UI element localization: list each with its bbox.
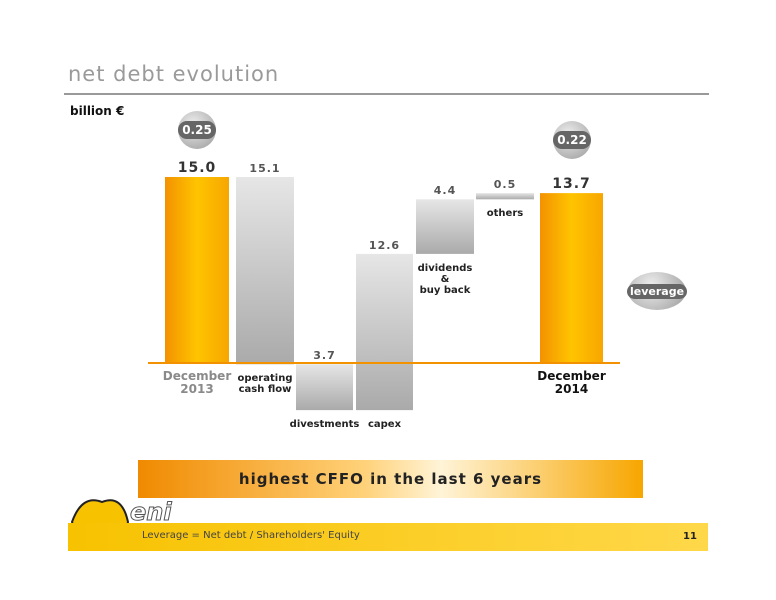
value-label: 12.6: [368, 238, 401, 252]
leverage-bubble: 0.25: [178, 111, 216, 149]
total-bar: [165, 177, 229, 363]
value-label: 15.0: [177, 160, 217, 176]
footer-bar: [68, 523, 708, 551]
unit-label: billion €: [70, 104, 125, 118]
change-bar: [296, 364, 353, 411]
total-bar: [540, 193, 603, 363]
change-bar: [236, 177, 294, 365]
category-label: capex: [367, 419, 402, 431]
logo-text: eni: [130, 498, 173, 527]
title-rule: [64, 93, 709, 95]
leverage-bubble: 0.22: [553, 121, 591, 159]
category-label: operating cash flow: [237, 373, 293, 396]
change-bar: [416, 199, 474, 254]
category-label: dividends & buy back: [417, 262, 473, 296]
value-label: 4.4: [433, 184, 457, 198]
category-label: December 2014: [537, 369, 606, 396]
change-bar: [476, 193, 534, 200]
category-label: December 2013: [162, 369, 232, 396]
slide-title: net debt evolution: [68, 62, 280, 86]
value-label: 0.5: [493, 178, 517, 192]
value-label: 3.7: [313, 349, 336, 363]
category-label: divestments: [289, 419, 360, 431]
value-label: 13.7: [552, 176, 591, 193]
leverage-badge: leverage: [626, 272, 688, 310]
leverage-badge-text: leverage: [626, 283, 688, 299]
banner: highest CFFO in the last 6 years: [138, 460, 643, 498]
leverage-value: 0.25: [178, 121, 216, 139]
footnote: Leverage = Net debt / Shareholders' Equi…: [142, 530, 360, 541]
page-number: 11: [683, 531, 697, 542]
value-label: 15.1: [249, 162, 281, 175]
category-label: others: [486, 208, 524, 220]
change-bar: [356, 253, 413, 411]
leverage-value: 0.22: [553, 131, 591, 149]
